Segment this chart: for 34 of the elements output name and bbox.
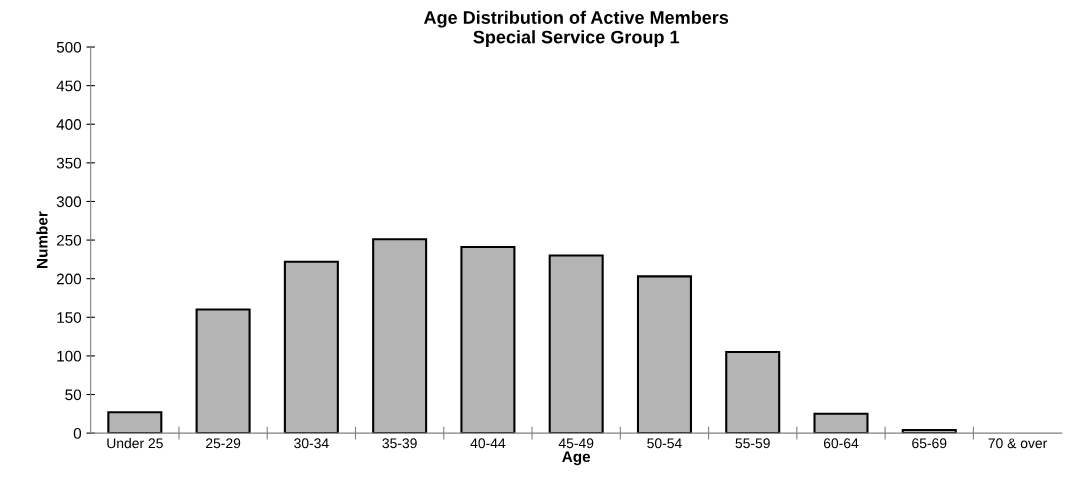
bar — [460, 245, 516, 434]
x-tick-label: 25-29 — [206, 438, 241, 449]
bar — [195, 308, 251, 434]
x-tick-label: 40-44 — [470, 438, 506, 449]
y-tick-label: 50 — [65, 389, 82, 401]
x-tick-label: 35-39 — [382, 438, 417, 449]
y-tick-label: 350 — [56, 157, 82, 169]
y-tick-label: 200 — [56, 273, 82, 285]
chart-title: Age Distribution of Active Members Special Service Group 1 — [423, 10, 729, 48]
bar — [107, 411, 163, 434]
y-tick-label: 250 — [56, 234, 82, 246]
x-tick-label: 45-49 — [558, 438, 594, 449]
bar — [725, 351, 781, 434]
bar — [548, 254, 604, 434]
y-tick-label: 300 — [56, 196, 82, 208]
x-tick-label: 50-54 — [647, 438, 682, 449]
x-tick-label: 55-59 — [735, 438, 770, 449]
y-tick-label: 400 — [56, 119, 82, 130]
x-tick-label: 30-34 — [294, 438, 329, 449]
y-tick-label: 150 — [57, 312, 82, 323]
bar — [636, 275, 692, 434]
bar — [372, 238, 428, 434]
x-tick-label: 70 & over — [988, 438, 1048, 449]
x-axis-title: Age — [562, 451, 591, 466]
y-tick-label: 0 — [73, 427, 82, 439]
x-tick-label: Under 25 — [107, 437, 163, 449]
bar — [283, 260, 339, 434]
x-tick-label: 60-64 — [823, 438, 859, 449]
y-tick-label: 500 — [56, 41, 82, 53]
bar — [813, 412, 869, 434]
y-tick-label: 450 — [56, 80, 82, 92]
x-tick-label: 65-69 — [912, 438, 947, 449]
y-axis-title: Number — [36, 211, 48, 268]
y-tick-label: 100 — [57, 350, 82, 362]
